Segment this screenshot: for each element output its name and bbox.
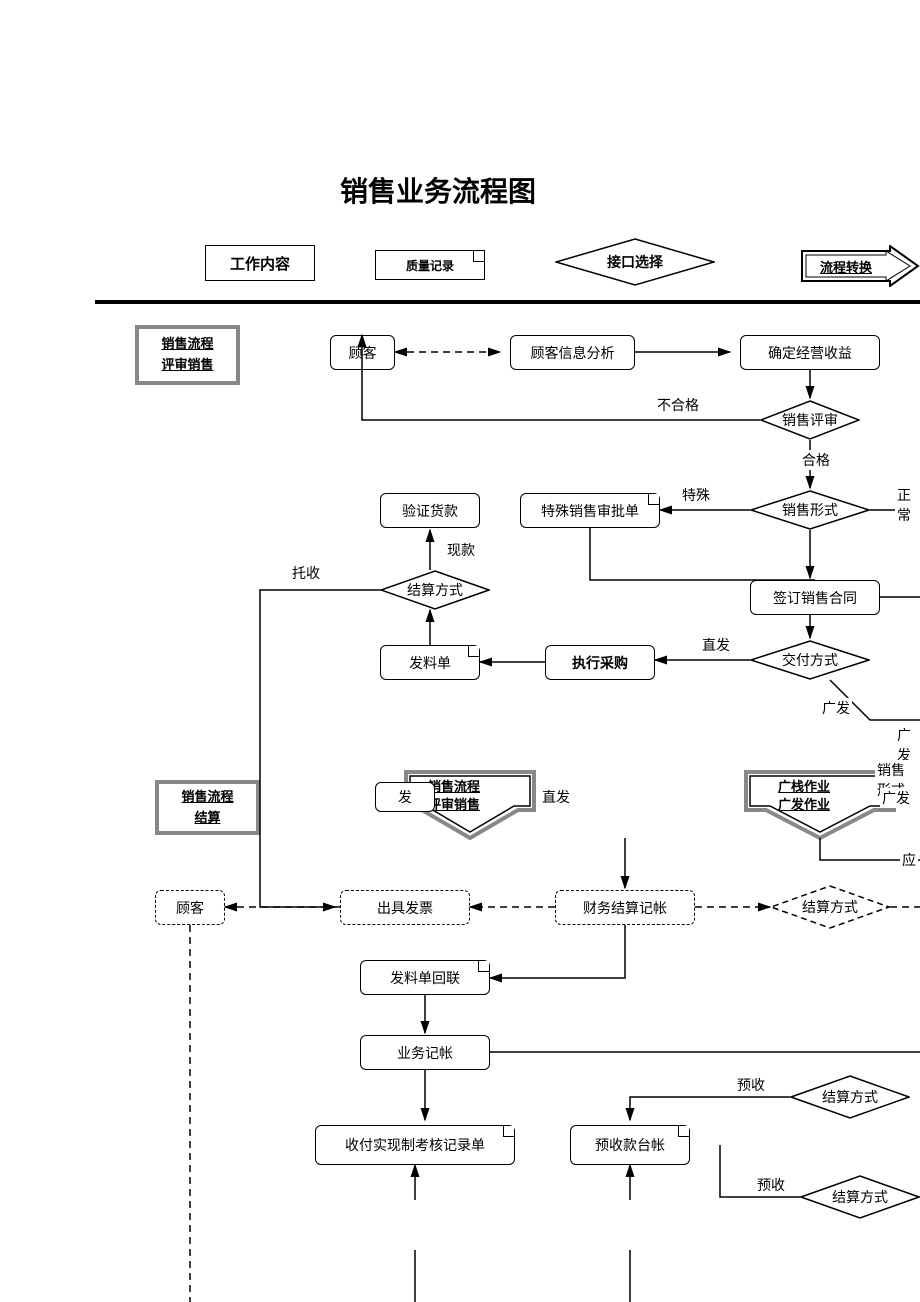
edge-label: 直发	[700, 635, 732, 655]
node-fa: 发	[375, 782, 435, 812]
sb1-line1: 销售流程	[161, 334, 213, 355]
d-settle4-label: 结算方式	[832, 1187, 888, 1207]
edge-label: 预收	[735, 1075, 767, 1095]
node-assessment: 收付实现制考核记录单	[315, 1125, 515, 1165]
legend-quality-record: 质量记录	[375, 250, 485, 280]
legend-work-content: 工作内容	[205, 245, 315, 281]
node-profit: 确定经营收益	[740, 335, 880, 370]
edge-label: 预收	[755, 1175, 787, 1195]
diamond-deliver-method: 交付方式	[750, 640, 870, 680]
node-exec-purchase: 执行采购	[545, 645, 655, 680]
diamond-settle-2: 结算方式	[770, 885, 890, 929]
shadow-box-sales-review: 销售流程 评审销售	[135, 325, 240, 385]
edge-label: 正常	[895, 485, 920, 525]
node-invoice: 出具发票	[340, 890, 470, 925]
edge-label: 应	[900, 850, 918, 870]
sb2-line1: 销售流程	[181, 787, 233, 808]
d-settle2-label: 结算方式	[802, 897, 858, 917]
node-biz-record: 业务记帐	[360, 1035, 490, 1070]
sb1-line2: 评审销售	[161, 355, 213, 376]
node-return-slip: 发料单回联	[360, 960, 490, 995]
sb2-line2: 结算	[194, 808, 220, 829]
legend-interface-select: 接口选择	[555, 238, 715, 286]
node-sign-contract: 签订销售合同	[750, 580, 880, 615]
edge-label: 合格	[800, 450, 832, 470]
node-finance-record: 财务结算记帐	[555, 890, 695, 925]
node-delivery-sheet: 发料单	[380, 645, 480, 680]
ab1-l2: 评审销售	[428, 794, 480, 813]
node-customer-info: 顾客信息分析	[510, 335, 635, 370]
diamond-settle-3: 结算方式	[790, 1075, 910, 1119]
section-divider	[95, 300, 920, 304]
diamond-sales-form: 销售形式	[750, 490, 870, 530]
node-customer-2: 顾客	[155, 890, 225, 925]
diamond-settle-4: 结算方式	[800, 1175, 920, 1219]
edge-label: 现款	[445, 540, 477, 560]
d-review-label: 销售评审	[782, 410, 838, 430]
ab2-l1: 广栈作业	[778, 776, 830, 795]
d-deliver-label: 交付方式	[782, 650, 838, 670]
edge-label: 广发	[820, 698, 852, 718]
d-settle-label: 结算方式	[407, 580, 463, 600]
page-title: 销售业务流程图	[340, 170, 536, 210]
shadow-box-sales-settle: 销售流程 结算	[155, 780, 260, 835]
edge-label: 托收	[290, 563, 322, 583]
node-special-approval: 特殊销售审批单	[520, 493, 660, 528]
edge-label: 广发	[880, 788, 912, 808]
edge-label: 广发	[895, 725, 920, 765]
d-settle3-label: 结算方式	[822, 1087, 878, 1107]
edge-label: 特殊	[680, 485, 712, 505]
node-prepay-ledger: 预收款台帐	[570, 1125, 690, 1165]
legend-process-switch: 流程转换	[800, 245, 920, 287]
node-verify-payment: 验证货款	[380, 493, 480, 528]
edge-label: 不合格	[655, 395, 701, 415]
ab2-l2: 广发作业	[778, 794, 830, 813]
diamond-sales-review: 销售评审	[760, 400, 860, 440]
node-customer-1: 顾客	[330, 335, 395, 370]
legend-interface-label: 接口选择	[607, 252, 663, 272]
diamond-settle-method: 结算方式	[380, 570, 490, 610]
edge-label: 直发	[540, 787, 572, 807]
legend-process-label: 流程转换	[820, 257, 872, 276]
ab1-l1: 销售流程	[428, 776, 480, 795]
d-form-label: 销售形式	[782, 500, 838, 520]
